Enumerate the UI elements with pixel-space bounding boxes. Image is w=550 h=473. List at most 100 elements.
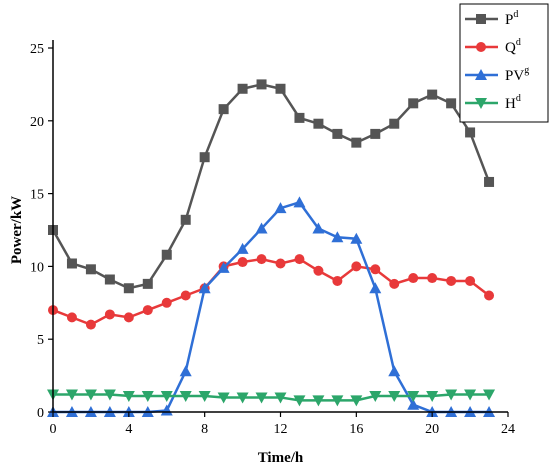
data-point — [141, 390, 154, 402]
data-point — [161, 297, 172, 308]
legend-entry: Pd — [465, 9, 518, 28]
data-point — [464, 389, 477, 401]
legend-marker — [475, 98, 487, 109]
y-tick-label: 10 — [30, 260, 44, 275]
data-point — [84, 389, 97, 401]
data-point — [179, 390, 192, 402]
data-point — [293, 395, 306, 407]
y-tick-label: 0 — [37, 406, 44, 421]
data-point — [465, 275, 476, 286]
data-point — [332, 128, 343, 139]
data-point — [426, 390, 439, 402]
data-point — [256, 254, 267, 265]
data-point — [294, 112, 305, 123]
x-tick-label: 24 — [501, 422, 515, 437]
data-point — [351, 261, 362, 272]
data-point — [217, 261, 230, 273]
data-point — [427, 273, 438, 284]
data-point — [388, 365, 401, 377]
data-point — [85, 319, 96, 330]
y-axis-label: Power/kW — [9, 196, 25, 264]
data-point — [484, 290, 495, 301]
data-point — [312, 395, 325, 407]
y-tick-label: 20 — [30, 115, 44, 130]
data-point — [351, 137, 362, 148]
data-point — [236, 242, 249, 254]
data-point — [427, 89, 438, 100]
data-point — [275, 83, 286, 94]
legend-entry: Qd — [465, 37, 521, 56]
data-point — [446, 98, 457, 109]
data-point — [198, 390, 211, 402]
data-point — [312, 222, 325, 234]
data-point — [217, 392, 230, 404]
data-point — [483, 389, 496, 401]
data-point — [331, 231, 344, 243]
data-point — [85, 264, 96, 275]
data-point — [350, 232, 363, 244]
data-point — [161, 249, 172, 260]
plot-area — [47, 79, 496, 417]
x-axis-label: Time/h — [258, 450, 304, 466]
y-tick-label: 5 — [37, 333, 44, 348]
data-point — [293, 196, 306, 208]
data-point — [237, 83, 248, 94]
data-point — [350, 395, 363, 407]
data-point — [313, 265, 324, 276]
series-line — [53, 393, 490, 402]
data-point — [408, 98, 419, 109]
data-point — [370, 264, 381, 275]
data-point — [160, 390, 173, 402]
data-point — [142, 305, 153, 316]
data-point — [275, 258, 286, 269]
data-point — [465, 127, 476, 138]
data-point — [237, 257, 248, 268]
data-point — [104, 274, 115, 285]
legend-label: Hd — [505, 93, 521, 112]
data-point — [236, 392, 249, 404]
data-point — [484, 176, 495, 187]
data-point — [313, 118, 324, 129]
data-point — [142, 278, 153, 289]
data-point — [66, 312, 77, 323]
data-point — [123, 312, 134, 323]
legend-marker — [476, 14, 486, 24]
series-line — [53, 200, 490, 414]
data-point — [369, 390, 382, 402]
data-point — [255, 392, 268, 404]
data-point — [407, 390, 420, 402]
data-point — [180, 290, 191, 301]
data-point — [294, 254, 305, 265]
data-point — [199, 152, 210, 163]
x-tick-label: 12 — [274, 422, 288, 437]
x-tick-label: 20 — [425, 422, 439, 437]
data-point — [369, 282, 382, 294]
series-h-d — [47, 389, 496, 407]
series-q-d — [48, 254, 495, 330]
series-line — [52, 257, 490, 327]
data-point — [104, 309, 115, 320]
data-point — [446, 275, 457, 286]
data-point — [388, 390, 401, 402]
data-point — [218, 104, 229, 115]
data-point — [198, 282, 211, 294]
legend-entry: Hd — [465, 93, 521, 112]
data-point — [274, 202, 287, 214]
data-point — [331, 395, 344, 407]
series-line — [51, 83, 491, 290]
data-point — [370, 128, 381, 139]
data-point — [255, 222, 268, 234]
data-point — [65, 389, 78, 401]
data-point — [274, 392, 287, 404]
x-tick-label: 4 — [125, 422, 132, 437]
y-tick-label: 15 — [30, 188, 44, 203]
x-tick-label: 16 — [349, 422, 363, 437]
data-point — [103, 389, 116, 401]
data-point — [445, 389, 458, 401]
legend-entry: PVg — [465, 65, 529, 84]
data-point — [389, 118, 400, 129]
legend: Pd Qd PVg Hd — [459, 3, 549, 123]
series-pv-g — [47, 196, 496, 417]
data-point — [179, 365, 192, 377]
